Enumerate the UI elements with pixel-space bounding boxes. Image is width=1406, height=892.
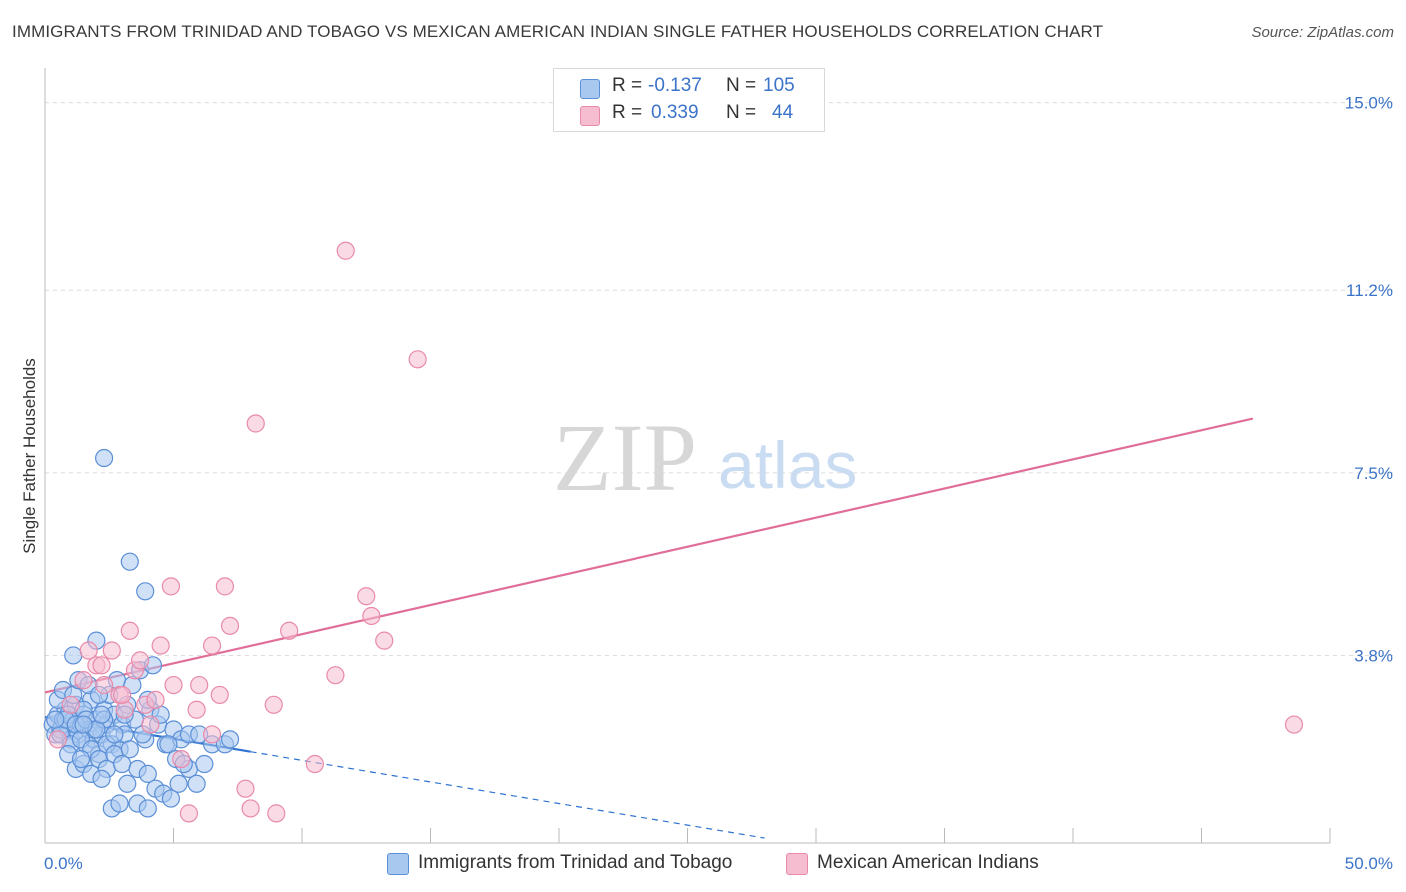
data-point-trinidad-tobago bbox=[161, 789, 181, 808]
data-point-mexican-american-indian bbox=[151, 636, 170, 655]
data-point-mexican-american-indian bbox=[120, 621, 139, 640]
chart-title: IMMIGRANTS FROM TRINIDAD AND TOBAGO VS M… bbox=[12, 22, 1104, 41]
legend-n-value: 105 bbox=[763, 75, 795, 96]
data-point-mexican-american-indian bbox=[362, 606, 381, 626]
x-tick-label: 0.0% bbox=[44, 854, 83, 873]
chart-source: Source: ZipAtlas.com bbox=[1251, 24, 1394, 41]
data-point-mexican-american-indian bbox=[115, 700, 134, 719]
legend-swatch-blue bbox=[580, 79, 600, 99]
y-axis-label: Single Father Households bbox=[20, 358, 39, 554]
data-point-mexican-american-indian bbox=[267, 804, 286, 823]
correlation-legend: R = -0.137 N = 105 R = 0.339 N = 44 bbox=[553, 68, 825, 132]
legend-r-label: R = bbox=[612, 75, 643, 96]
data-point-mexican-american-indian bbox=[190, 675, 209, 695]
data-point-mexican-american-indian bbox=[202, 725, 222, 744]
data-point-trinidad-tobago bbox=[71, 749, 91, 769]
trend-line-mexican-american-indian bbox=[44, 417, 1254, 694]
legend-r-value: -0.137 bbox=[648, 75, 702, 96]
axes bbox=[44, 68, 1331, 844]
data-point-mexican-american-indian bbox=[161, 577, 181, 596]
x-tick-label: 50.0% bbox=[1345, 854, 1393, 873]
data-point-trinidad-tobago bbox=[187, 774, 206, 793]
data-point-trinidad-tobago bbox=[136, 582, 155, 601]
data-point-trinidad-tobago bbox=[195, 754, 214, 774]
data-point-trinidad-tobago bbox=[95, 448, 114, 468]
bottom-legend-swatch-pink bbox=[786, 853, 808, 875]
watermark-atlas: atlas bbox=[718, 428, 857, 502]
legend-swatch-pink bbox=[580, 106, 600, 126]
data-point-mexican-american-indian bbox=[264, 695, 283, 714]
data-point-mexican-american-indian bbox=[179, 804, 199, 823]
data-point-mexican-american-indian bbox=[141, 715, 160, 734]
data-point-mexican-american-indian bbox=[236, 779, 255, 798]
data-point-trinidad-tobago bbox=[169, 774, 188, 793]
data-point-trinidad-tobago bbox=[74, 715, 93, 734]
data-point-mexican-american-indian bbox=[79, 641, 98, 660]
data-point-mexican-american-indian bbox=[164, 675, 183, 695]
data-point-trinidad-tobago bbox=[138, 799, 157, 818]
bottom-legend-label: Immigrants from Trinidad and Tobago bbox=[418, 852, 733, 873]
data-point-mexican-american-indian bbox=[61, 695, 80, 714]
data-point-mexican-american-indian bbox=[220, 616, 240, 635]
data-point-trinidad-tobago bbox=[120, 552, 139, 571]
bottom-legend-swatch-blue bbox=[387, 853, 409, 875]
data-point-trinidad-tobago bbox=[64, 646, 83, 665]
points-series-1 bbox=[43, 448, 240, 818]
data-point-trinidad-tobago bbox=[220, 730, 240, 749]
data-point-trinidad-tobago bbox=[92, 769, 111, 788]
grid-lines bbox=[45, 102, 1395, 656]
data-point-mexican-american-indian bbox=[326, 666, 345, 685]
data-point-mexican-american-indian bbox=[202, 636, 222, 655]
data-point-mexican-american-indian bbox=[336, 241, 355, 260]
data-point-mexican-american-indian bbox=[146, 690, 165, 709]
data-point-mexican-american-indian bbox=[246, 414, 265, 433]
data-point-mexican-american-indian bbox=[357, 587, 376, 606]
data-point-trinidad-tobago bbox=[92, 705, 111, 724]
y-tick-label: 15.0% bbox=[1345, 94, 1393, 113]
legend-r-value: 0.339 bbox=[651, 102, 699, 123]
bottom-legend-label: Mexican American Indians bbox=[817, 852, 1039, 873]
legend-n-value: 44 bbox=[772, 102, 794, 123]
y-tick-label: 11.2% bbox=[1346, 281, 1393, 300]
data-point-mexican-american-indian bbox=[280, 621, 299, 640]
data-point-trinidad-tobago bbox=[118, 774, 137, 793]
data-point-mexican-american-indian bbox=[74, 671, 93, 690]
data-point-trinidad-tobago bbox=[159, 735, 178, 754]
y-tick-label: 7.5% bbox=[1354, 464, 1393, 483]
data-point-mexican-american-indian bbox=[48, 730, 67, 749]
data-point-mexican-american-indian bbox=[215, 577, 234, 596]
y-tick-label: 3.8% bbox=[1354, 646, 1393, 665]
legend-r-label: R = bbox=[612, 102, 643, 123]
data-point-mexican-american-indian bbox=[102, 641, 121, 660]
trend-line-trinidad-tobago-extension bbox=[250, 751, 765, 839]
watermark-zip: ZIP bbox=[553, 404, 697, 511]
data-point-mexican-american-indian bbox=[375, 631, 394, 650]
data-point-mexican-american-indian bbox=[1284, 715, 1304, 734]
data-point-trinidad-tobago bbox=[46, 710, 65, 729]
data-point-mexican-american-indian bbox=[305, 754, 324, 774]
data-point-mexican-american-indian bbox=[187, 700, 206, 719]
data-point-mexican-american-indian bbox=[241, 799, 260, 818]
data-point-mexican-american-indian bbox=[408, 350, 427, 369]
data-point-trinidad-tobago bbox=[138, 764, 157, 784]
data-point-mexican-american-indian bbox=[210, 685, 229, 705]
data-point-mexican-american-indian bbox=[92, 656, 111, 675]
data-point-mexican-american-indian bbox=[112, 685, 132, 705]
data-point-trinidad-tobago bbox=[105, 725, 124, 744]
data-point-trinidad-tobago bbox=[110, 794, 129, 813]
data-point-trinidad-tobago bbox=[120, 740, 139, 759]
data-point-mexican-american-indian bbox=[130, 651, 150, 670]
data-point-mexican-american-indian bbox=[95, 675, 114, 695]
data-point-mexican-american-indian bbox=[172, 749, 191, 769]
tick-labels: 3.8% 7.5% 11.2% 15.0% 0.0% 50.0% bbox=[44, 94, 1393, 873]
legend-n-label: N = bbox=[726, 102, 757, 123]
legend-n-label: N = bbox=[726, 75, 757, 96]
